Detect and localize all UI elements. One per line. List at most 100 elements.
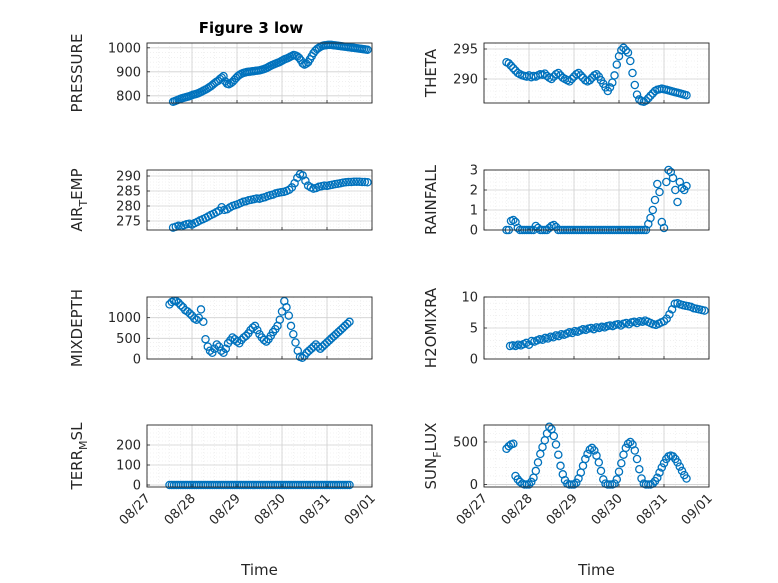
data-point [590,446,599,455]
x-tick-label: 08/30 [252,491,289,528]
data-point [345,480,354,490]
y-tick-label: 900 [116,65,141,80]
data-point [345,317,354,327]
y-axis-label: MIXDEPTH [68,289,86,367]
data-point [340,480,350,490]
x-tick-label: 09/01 [342,491,379,528]
data-point [343,319,352,329]
data-point [673,197,682,207]
data-point [232,337,242,346]
data-point [585,75,595,85]
axes-frame [483,42,710,104]
data-point [605,480,615,489]
y-tick-label: 285 [116,185,141,200]
data-point [248,323,258,332]
data-point [623,48,633,57]
data-point [659,316,669,326]
data-point [574,68,583,78]
data-point [554,68,563,78]
axes-frame [146,169,373,231]
y-axis-label: THETA [422,48,440,98]
data-point [677,183,687,193]
data-point [219,348,228,358]
y-tick-label: 5 [470,322,478,337]
data-point [259,335,269,345]
data-point [250,321,260,331]
x-tick-label: 08/30 [589,491,626,528]
data-point [594,458,604,467]
data-point [509,215,518,225]
data-point [630,446,640,455]
data-point [540,69,550,78]
data-point [547,74,556,84]
data-point [623,439,633,448]
data-point [199,317,208,327]
data-point [682,181,691,191]
data-point [174,298,183,308]
data-point [648,205,658,215]
data-point [291,338,300,347]
axes-frame [146,424,373,488]
data-point [282,303,291,312]
data-point [509,63,518,73]
data-point [298,353,307,363]
panel-theta: 290 295 THETA [422,42,710,107]
data-point [682,90,691,100]
y-tick-label: 280 [116,200,141,215]
data-point [668,173,678,183]
x-tick-label: 08/28 [162,491,199,528]
data-point [341,178,351,187]
data-point [592,69,601,79]
data-point [675,462,685,471]
data-point [655,468,664,477]
data-point [201,334,210,344]
x-tick-label: 08/29 [544,491,581,528]
data-point [349,177,359,186]
y-tick-label: 1000 [108,41,141,56]
data-point [217,202,226,212]
axes-frame [146,296,373,360]
data-point [605,83,615,92]
data-point [533,458,543,467]
data-point [659,223,669,233]
data-point [621,443,631,453]
data-point [241,331,251,341]
y-tick-label: 2 [470,184,478,199]
y-tick-label: 200 [116,439,141,454]
panel-pressure: 800 900 1000 PRESSURE [68,34,373,112]
y-axis-label: AIRTEMP [68,168,90,231]
data-point [599,475,608,484]
data-point [626,437,635,447]
data-point [673,458,682,467]
y-tick-label: 295 [453,43,478,58]
data-point [621,45,631,55]
y-tick-label: 290 [116,170,141,185]
data-point [665,310,674,319]
x-tick-label: 08/28 [499,491,536,528]
data-point [551,440,561,449]
y-axis-label: SUNFLUX [422,423,444,490]
axes-frame [483,424,710,488]
data-point [347,177,356,187]
data-point [221,344,231,353]
data-point [635,464,644,474]
panel-h2omixra: 0 5 10 H2OMIXRA [422,287,710,368]
y-tick-label: 0 [470,478,478,493]
data-point [360,177,370,187]
x-tick-label: 08/27 [454,491,491,528]
data-point [644,93,653,103]
data-point [284,185,294,195]
axes-frame [146,42,373,104]
y-tick-label: 0 [133,353,141,368]
data-point [338,178,348,187]
data-point [363,178,372,187]
data-point [275,315,285,324]
data-point [662,314,671,323]
data-point [650,195,660,205]
data-point [700,306,709,315]
data-point [176,301,186,310]
data-point [329,332,339,341]
data-point [637,474,646,483]
y-tick-label: 1 [470,204,478,219]
data-point [653,179,662,189]
